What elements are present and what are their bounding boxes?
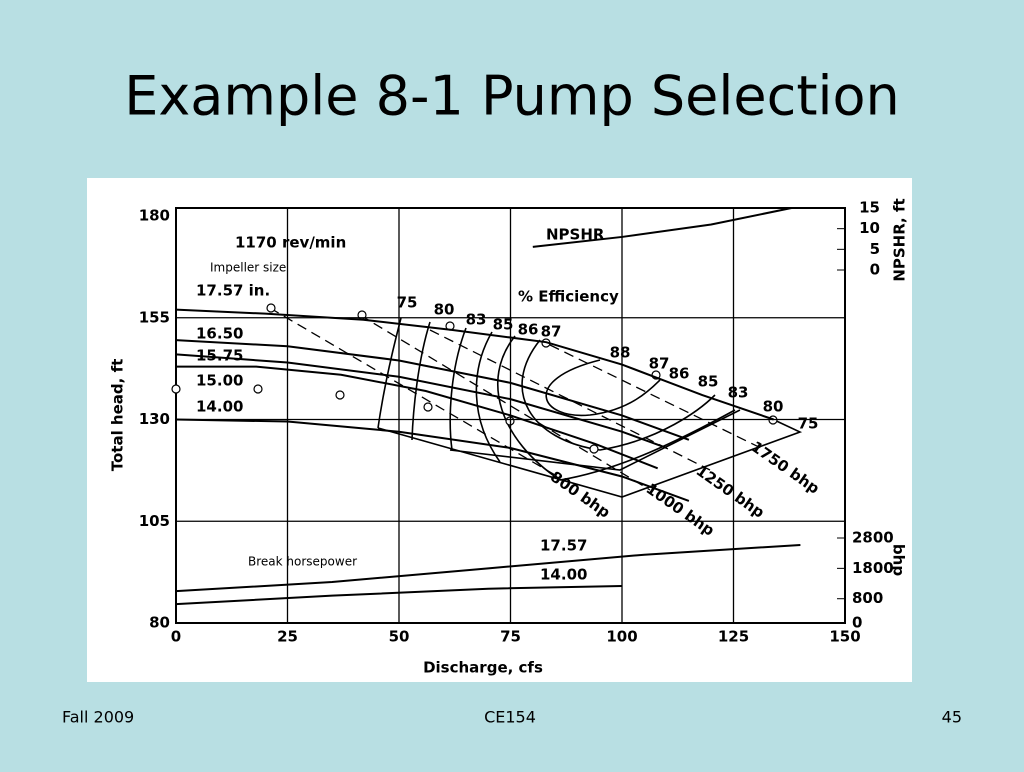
y2-tick-label: 2800 <box>852 529 894 547</box>
efficiency-label: 85 <box>698 373 719 391</box>
y-tick-label: 130 <box>139 410 170 428</box>
x-tick-label: 0 <box>171 628 181 646</box>
y2-axis-label: bhp <box>890 544 908 576</box>
bhp-line <box>359 314 651 491</box>
efficiency-contour <box>449 409 741 471</box>
x-tick-label: 50 <box>389 628 410 646</box>
point-marker <box>253 384 263 394</box>
series-line <box>175 543 801 593</box>
series-line <box>175 353 667 449</box>
y3-tick-label: 10 <box>859 219 880 237</box>
point-marker <box>589 444 599 454</box>
x-tick-label: 100 <box>606 628 637 646</box>
y-tick-label: 180 <box>139 207 170 225</box>
y2-tick-label: 1800 <box>852 559 894 577</box>
point-marker <box>266 303 276 313</box>
efficiency-label: 80 <box>763 398 784 416</box>
series-line <box>175 418 690 502</box>
annotation: % Efficiency <box>518 288 619 306</box>
x-tick-label: 125 <box>718 628 749 646</box>
efficiency-contour <box>475 331 501 463</box>
series-label: NPSHR <box>546 226 605 244</box>
y2-tick-label: 800 <box>852 589 883 607</box>
slide-title: Example 8-1 Pump Selection <box>124 65 900 128</box>
efficiency-label: 83 <box>728 384 749 402</box>
annotation: 1170 rev/min <box>235 234 346 252</box>
efficiency-contour <box>377 317 402 429</box>
y3-tick-label: 15 <box>859 199 880 217</box>
footer-left: Fall 2009 <box>62 708 134 727</box>
x-tick-label: 25 <box>277 628 298 646</box>
efficiency-label: 75 <box>397 294 418 312</box>
x-tick-label: 75 <box>500 628 521 646</box>
efficiency-label: 87 <box>541 323 562 341</box>
y-axis-label: Total head, ft <box>109 359 127 472</box>
footer-right: 45 <box>942 708 962 727</box>
series-line <box>175 308 774 421</box>
series-label: 14.00 <box>540 566 587 584</box>
y-tick-label: 155 <box>139 308 170 326</box>
series-label: 15.75 <box>196 347 243 365</box>
x-tick-label: 150 <box>829 628 860 646</box>
efficiency-label: 88 <box>610 344 631 362</box>
series-label: 14.00 <box>196 398 243 416</box>
efficiency-label: 75 <box>798 415 819 433</box>
y2-tick-label: 0 <box>852 614 862 632</box>
point-marker <box>171 384 181 394</box>
annotation: Impeller size <box>210 261 286 275</box>
efficiency-contour <box>521 339 716 451</box>
efficiency-label: 85 <box>493 316 514 334</box>
efficiency-contour <box>411 321 431 441</box>
y3-tick-label: 0 <box>870 261 880 279</box>
series-line <box>176 365 659 470</box>
efficiency-label: 86 <box>669 365 690 383</box>
annotation: Break horsepower <box>248 555 357 569</box>
efficiency-label: 86 <box>518 321 539 339</box>
y-tick-label: 80 <box>149 614 170 632</box>
y3-tick-label: 5 <box>870 240 880 258</box>
series-line <box>532 207 792 248</box>
chart-background <box>87 178 912 682</box>
footer-center: CE154 <box>484 708 536 727</box>
efficiency-contour <box>545 359 661 417</box>
y-tick-label: 105 <box>139 512 170 530</box>
efficiency-label: 80 <box>434 301 455 319</box>
x-axis-label: Discharge, cfs <box>423 659 543 677</box>
series-label: 16.50 <box>196 325 243 343</box>
y3-axis-label: NPSHR, ft <box>891 198 909 281</box>
series-label: 17.57 <box>540 537 587 555</box>
series-line <box>175 584 623 606</box>
efficiency-label: 83 <box>466 311 487 329</box>
point-marker <box>423 402 433 412</box>
series-label: 17.57 in. <box>196 282 270 300</box>
point-marker <box>335 390 345 400</box>
efficiency-boundary <box>377 417 803 498</box>
series-line <box>175 339 690 441</box>
series-label: 15.00 <box>196 372 243 390</box>
efficiency-label: 87 <box>649 355 670 373</box>
bhp-line <box>549 344 766 451</box>
